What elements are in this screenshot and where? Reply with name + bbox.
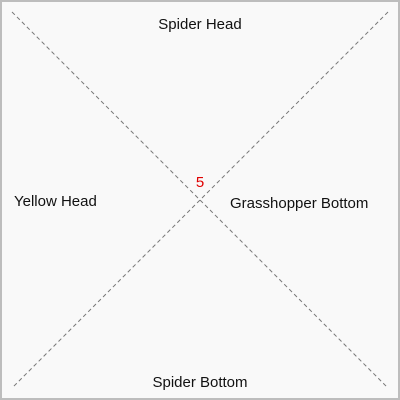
edge-label-top: Spider Head — [2, 17, 398, 32]
edge-label-left: Yellow Head — [14, 194, 97, 209]
tile-number: 5 — [190, 175, 210, 190]
edge-label-right: Grasshopper Bottom — [230, 196, 368, 211]
edge-label-bottom: Spider Bottom — [2, 375, 398, 390]
